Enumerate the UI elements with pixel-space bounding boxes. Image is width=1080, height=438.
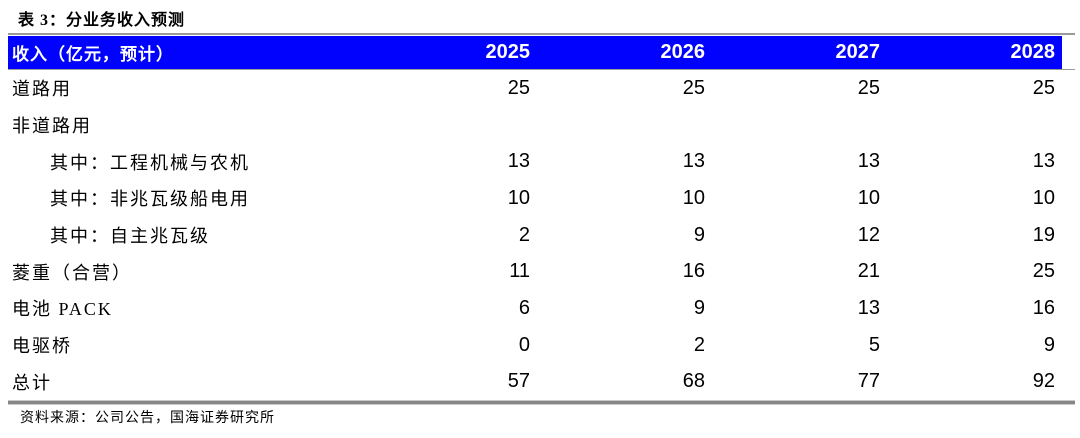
row-value: 13: [1032, 150, 1055, 173]
table-row: 其中：自主兆瓦级 2 9 12 19: [8, 217, 1062, 254]
row-value: 16: [682, 260, 705, 283]
row-value: 13: [857, 296, 880, 319]
row-value: 16: [1032, 296, 1055, 319]
row-value: 92: [1032, 370, 1055, 393]
row-value: 5: [868, 333, 880, 356]
row-value: 25: [682, 76, 705, 99]
header-label-revenue: 收入（亿元，预计）: [12, 45, 174, 64]
row-label: 其中：工程机械与农机: [50, 152, 250, 173]
row-value: 2: [693, 333, 705, 356]
table-title: 表 3：分业务收入预测: [18, 12, 186, 29]
row-value: 68: [682, 370, 705, 393]
row-value: 77: [857, 370, 880, 393]
row-value: 11: [509, 260, 530, 283]
table-row: 非道路用: [8, 107, 1062, 144]
row-label: 道路用: [12, 79, 72, 100]
row-value: 0: [518, 333, 530, 356]
row-label: 非道路用: [12, 116, 92, 136]
source-note: 资料来源：公司公告，国海证券研究所: [20, 411, 275, 426]
table-row: 其中：工程机械与农机 13 13 13 13: [8, 143, 1062, 180]
row-value: 13: [857, 150, 880, 173]
row-label: 其中：非兆瓦级船电用: [50, 189, 250, 210]
row-label: 电池 PACK: [12, 299, 113, 320]
row-value: 25: [857, 76, 880, 99]
table-top-rule: [8, 33, 1075, 35]
row-label: 电驱桥: [12, 336, 72, 357]
row-value: 10: [1032, 186, 1055, 209]
table-bottom-rule: [8, 400, 1075, 405]
table-body: 道路用 25 25 25 25 非道路用 其中：工程机械与农机 13 13 13 13 其中：非兆瓦级…: [8, 70, 1062, 400]
row-value: 12: [857, 223, 880, 246]
row-value: 2: [518, 223, 530, 246]
row-value: 13: [507, 150, 530, 173]
table-header-bottom-rule: [8, 69, 1075, 70]
row-value: 10: [507, 186, 530, 209]
row-value: 9: [1043, 333, 1055, 356]
row-label: 总计: [12, 372, 52, 393]
row-label: 其中：自主兆瓦级: [50, 226, 210, 247]
header-year-2026: 2026: [660, 41, 706, 63]
header-year-2025: 2025: [485, 41, 531, 63]
header-year-2028: 2028: [1010, 41, 1056, 63]
row-value: 25: [1032, 260, 1055, 283]
row-value: 21: [857, 260, 880, 283]
table-row: 电池 PACK 6 9 13 16: [8, 290, 1062, 327]
table-row: 总计 57 68 77 92: [8, 363, 1062, 400]
table-row: 其中：非兆瓦级船电用 10 10 10 10: [8, 180, 1062, 217]
row-label: 菱重（合营）: [12, 262, 132, 283]
row-value: 19: [1032, 223, 1055, 246]
row-value: 25: [1032, 76, 1055, 99]
header-year-2027: 2027: [835, 41, 881, 63]
row-value: 9: [693, 223, 705, 246]
row-value: 6: [518, 296, 530, 319]
table-row: 菱重（合营） 11 16 21 25: [8, 253, 1062, 290]
row-value: 57: [507, 370, 530, 393]
table-header-row: 收入（亿元，预计） 2025 2026 2027 2028: [8, 36, 1062, 69]
row-value: 10: [857, 186, 880, 209]
row-value: 25: [507, 76, 530, 99]
row-value: 9: [693, 296, 705, 319]
row-value: 10: [682, 186, 705, 209]
table-row: 道路用 25 25 25 25: [8, 70, 1062, 107]
row-value: 13: [682, 150, 705, 173]
table-row: 电驱桥 0 2 5 9: [8, 327, 1062, 364]
